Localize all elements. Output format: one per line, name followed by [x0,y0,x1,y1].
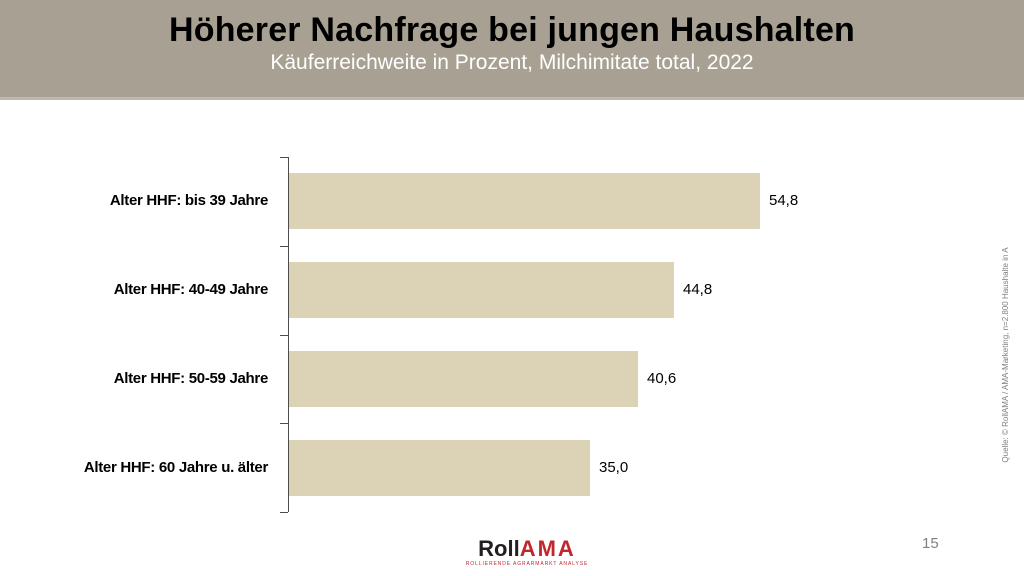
value-label: 35,0 [599,459,629,476]
value-label: 44,8 [683,281,713,298]
category-label: Alter HHF: 50-59 Jahre [113,370,269,387]
bar-row: Alter HHF: 50-59 Jahre 40,6 [0,351,1024,407]
rollama-logo: RollAMA ROLLIERENDE AGRARMARKT ANALYSE [462,538,592,568]
bar [289,351,638,407]
axis-tick [280,335,288,336]
axis-tick [280,246,288,247]
logo-roll-text: Roll [478,536,520,561]
slide-title: Höherer Nachfrage bei jungen Haushalten [168,11,856,49]
y-axis-line [288,157,289,512]
rollama-logo-text: RollAMA [462,538,592,560]
category-label: Alter HHF: 60 Jahre u. älter [83,459,268,476]
slide-subtitle: Käuferreichweite in Prozent, Milchimitat… [270,51,754,74]
axis-tick [280,512,288,513]
category-label: Alter HHF: 40-49 Jahre [113,281,269,298]
value-label: 54,8 [769,192,799,209]
value-label: 40,6 [647,370,677,387]
axis-tick [280,157,288,158]
source-note: Quelle: © RollAMA / AMA-Marketing, n=2.8… [1001,247,1010,463]
axis-tick [280,423,288,424]
slide-header: Höherer Nachfrage bei jungen Haushalten … [0,0,1024,100]
logo-ama-text: AMA [519,536,576,561]
logo-tagline: ROLLIERENDE AGRARMARKT ANALYSE [465,561,589,567]
bar-row: Alter HHF: 60 Jahre u. älter 35,0 [0,440,1024,496]
bar [289,440,590,496]
bar-row: Alter HHF: 40-49 Jahre 44,8 [0,262,1024,318]
bar-row: Alter HHF: bis 39 Jahre 54,8 [0,173,1024,229]
bar [289,173,760,229]
category-label: Alter HHF: bis 39 Jahre [109,192,268,209]
bar [289,262,674,318]
page-number: 15 [922,535,939,552]
